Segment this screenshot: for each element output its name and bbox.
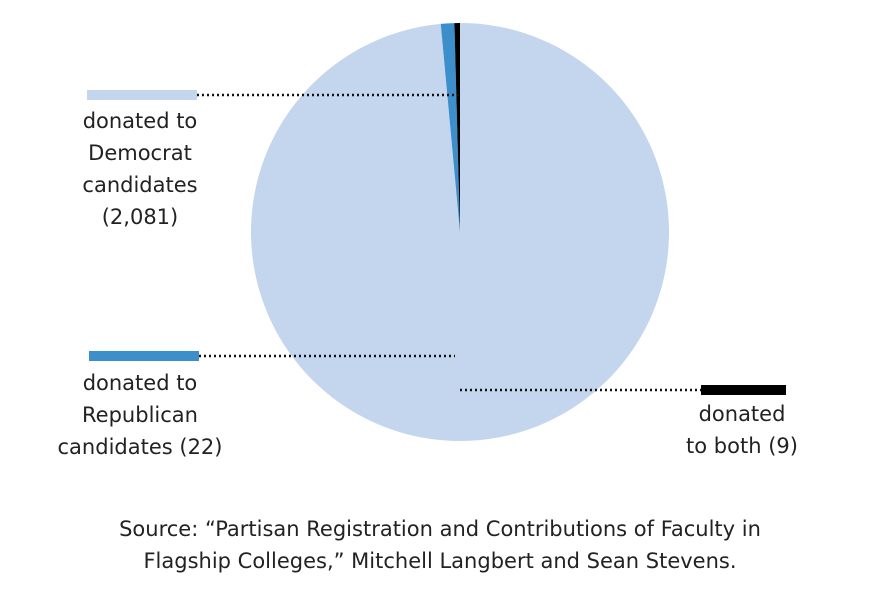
source-line: Source: “Partisan Registration and Contr…: [119, 517, 761, 541]
legend-label-line: (2,081): [101, 205, 179, 229]
pie-slices: [250, 23, 669, 441]
legend-label-line: candidates (22): [57, 435, 223, 459]
source-line: Flagship Colleges,” Mitchell Langbert an…: [143, 549, 737, 573]
legend-swatch-republican: [89, 351, 199, 361]
legend-label-line: donated to: [82, 109, 198, 133]
legend-label-line: candidates: [82, 173, 198, 197]
legend-label-republican: donated to Republican candidates (22): [40, 367, 240, 463]
legend-label-line: donated to: [82, 371, 198, 395]
legend-label-line: donated: [698, 402, 786, 426]
legend-label-line: to both (9): [686, 434, 798, 458]
pie-slice-democrat: [250, 23, 669, 441]
pie-slice-republican: [440, 23, 460, 233]
legend-label-democrat: donated to Democrat candidates (2,081): [70, 105, 210, 233]
legend-swatch-both: [701, 385, 786, 395]
legend-label-line: Democrat: [88, 141, 192, 165]
legend-label-both: donated to both (9): [672, 398, 812, 462]
source-note: Source: “Partisan Registration and Contr…: [40, 513, 840, 577]
legend-marks: [87, 90, 786, 395]
pie-slice-both: [454, 23, 460, 232]
legend-swatch-democrat: [87, 90, 197, 100]
legend-label-line: Republican: [82, 403, 198, 427]
